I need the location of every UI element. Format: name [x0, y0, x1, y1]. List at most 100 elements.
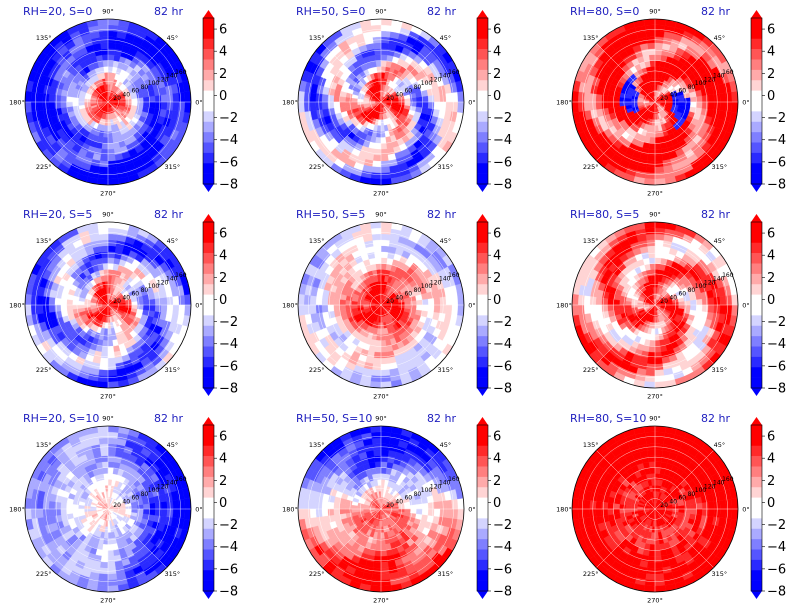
contour-cell [654, 340, 661, 347]
contour-cell [410, 101, 417, 107]
contour-cell [107, 275, 113, 282]
contour-cell [100, 245, 109, 253]
contour-cell [731, 101, 738, 114]
contour-cell [100, 449, 109, 457]
contour-cell [107, 48, 116, 56]
grid-spoke [380, 43, 440, 103]
colorbar-bin [751, 222, 762, 233]
contour-cell [160, 94, 168, 103]
contour-cell [607, 304, 615, 312]
colorbar-extend-bottom [477, 184, 488, 192]
contour-cell [380, 340, 387, 347]
colorbar-bin [203, 90, 214, 102]
angle-label: 90° [102, 8, 114, 16]
angle-label: 180° [282, 99, 298, 107]
contour-cell [375, 263, 382, 270]
contour-cell [380, 72, 386, 79]
contour-cell [339, 299, 346, 306]
contour-cell [98, 369, 109, 377]
contour-cell [178, 91, 186, 103]
grid-spoke [107, 43, 167, 103]
contour-cell [678, 101, 685, 107]
panel-title-right: 82 hr [427, 5, 456, 18]
angle-label: 45° [714, 237, 726, 245]
contour-cell [143, 304, 150, 311]
colorbar-bin [751, 294, 762, 306]
contour-cell [298, 90, 305, 103]
contour-cell [607, 298, 615, 306]
grid-spoke [107, 101, 167, 161]
contour-cell [371, 369, 382, 377]
colorbar-bin [477, 315, 488, 327]
contour-cell [36, 101, 44, 112]
angle-label: 90° [375, 211, 387, 219]
contour-cell [601, 101, 609, 110]
colorbar-tick-label: 6 [767, 227, 775, 242]
polar-panel-6: 90°45°0°315°270°225°180°135°204060801001… [556, 208, 786, 401]
contour-cell [103, 125, 109, 132]
contour-cell [373, 42, 382, 50]
contour-cell [107, 154, 116, 162]
angle-label: 180° [9, 302, 25, 310]
contour-cell [719, 304, 727, 315]
colorbar-bin [203, 284, 214, 295]
contour-cell [645, 233, 656, 241]
contour-cell [107, 555, 116, 563]
contour-cell [184, 293, 191, 306]
colorbar-tick-label: −2 [767, 315, 786, 330]
colorbar-bin [751, 336, 762, 347]
contour-cell [96, 222, 109, 229]
contour-cell [101, 142, 109, 150]
contour-cell [619, 97, 626, 103]
contour-cell [375, 60, 382, 67]
contour-cell [107, 66, 113, 73]
colorbar-tick-label: −6 [493, 359, 512, 374]
colorbar-tick-label: 4 [493, 249, 501, 264]
contour-cell [107, 473, 113, 480]
colorbar-bin [751, 163, 762, 174]
contour-cell [107, 245, 116, 253]
angle-label: 135° [583, 34, 599, 42]
contour-cell [650, 131, 656, 138]
panel-title-left: RH=80, S=5 [570, 208, 639, 221]
polar-panel-1: 90°45°0°315°270°225°180°135°204060801001… [9, 5, 238, 198]
contour-cell [647, 154, 656, 162]
contour-cell [380, 227, 392, 235]
contour-cell [457, 90, 464, 103]
contour-cell [380, 375, 392, 383]
contour-cell [643, 178, 656, 185]
contour-cell [107, 340, 114, 347]
angle-label: 135° [36, 237, 52, 245]
contour-cell [725, 91, 733, 103]
colorbar-bin [203, 49, 214, 60]
contour-cell [374, 54, 382, 62]
contour-cell [107, 269, 113, 276]
contour-cell [107, 369, 118, 377]
angle-label: 0° [195, 302, 202, 310]
polar-frame [24, 221, 192, 389]
contour-cell [433, 304, 441, 313]
contour-cell [48, 501, 56, 510]
colorbar-tick-label: 2 [493, 67, 501, 82]
contour-cell [380, 233, 391, 241]
radial-label: 100 [148, 80, 160, 87]
contour-cell [107, 544, 114, 551]
contour-cell [380, 54, 388, 62]
contour-cell [30, 304, 38, 316]
contour-cell [148, 508, 156, 516]
colorbar-bin [477, 69, 488, 81]
contour-cell [321, 304, 329, 313]
grid-spoke [596, 101, 656, 161]
contour-cell [351, 300, 358, 306]
angle-label: 270° [373, 190, 389, 198]
colorbar-tick-label: −8 [767, 178, 786, 193]
angle-label: 270° [100, 190, 116, 198]
grid-spoke [49, 304, 109, 364]
polar-frame [571, 18, 739, 186]
colorbar-bin [203, 222, 214, 233]
colorbar-tick-label: −2 [493, 315, 512, 330]
contour-cell [601, 94, 609, 103]
radial-label: 80 [141, 287, 149, 294]
contour-cell [107, 561, 116, 569]
contour-cell [373, 154, 382, 162]
